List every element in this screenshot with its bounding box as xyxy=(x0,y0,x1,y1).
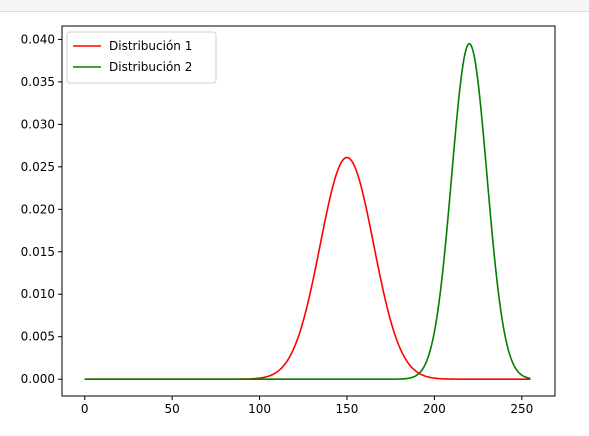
plot-area xyxy=(62,26,555,396)
window-top-strip xyxy=(0,0,589,12)
y-tick-label: 0.015 xyxy=(21,245,55,259)
x-tick-label: 250 xyxy=(510,402,533,416)
y-tick-label: 0.000 xyxy=(21,372,55,386)
legend: Distribución 1 Distribución 2 xyxy=(66,31,217,84)
series-layer xyxy=(84,42,531,380)
x-tick-label: 100 xyxy=(248,402,271,416)
axes-layer: 0 50 100 150 200 250 0.000 0.005 0.010 0.015 0.020… xyxy=(21,25,556,416)
legend-box xyxy=(66,31,217,84)
y-tick-label: 0.020 xyxy=(21,202,55,216)
x-tick-label: 150 xyxy=(336,402,359,416)
x-tick-label: 50 xyxy=(164,402,179,416)
y-tick-label: 0.005 xyxy=(21,330,55,344)
series-line-2 xyxy=(84,42,531,380)
y-tick-label: 0.030 xyxy=(21,117,55,131)
x-tick-label: 0 xyxy=(81,402,89,416)
y-tick-label: 0.040 xyxy=(21,32,55,46)
plot-background xyxy=(62,26,555,396)
legend-label-1: Distribución 1 xyxy=(109,39,192,53)
y-tick-label: 0.035 xyxy=(21,75,55,89)
legend-label-2: Distribución 2 xyxy=(109,60,192,74)
y-tick-label: 0.025 xyxy=(21,160,55,174)
x-tick-label: 200 xyxy=(423,402,446,416)
y-tick-label: 0.010 xyxy=(21,287,55,301)
axes-frame xyxy=(61,25,556,397)
